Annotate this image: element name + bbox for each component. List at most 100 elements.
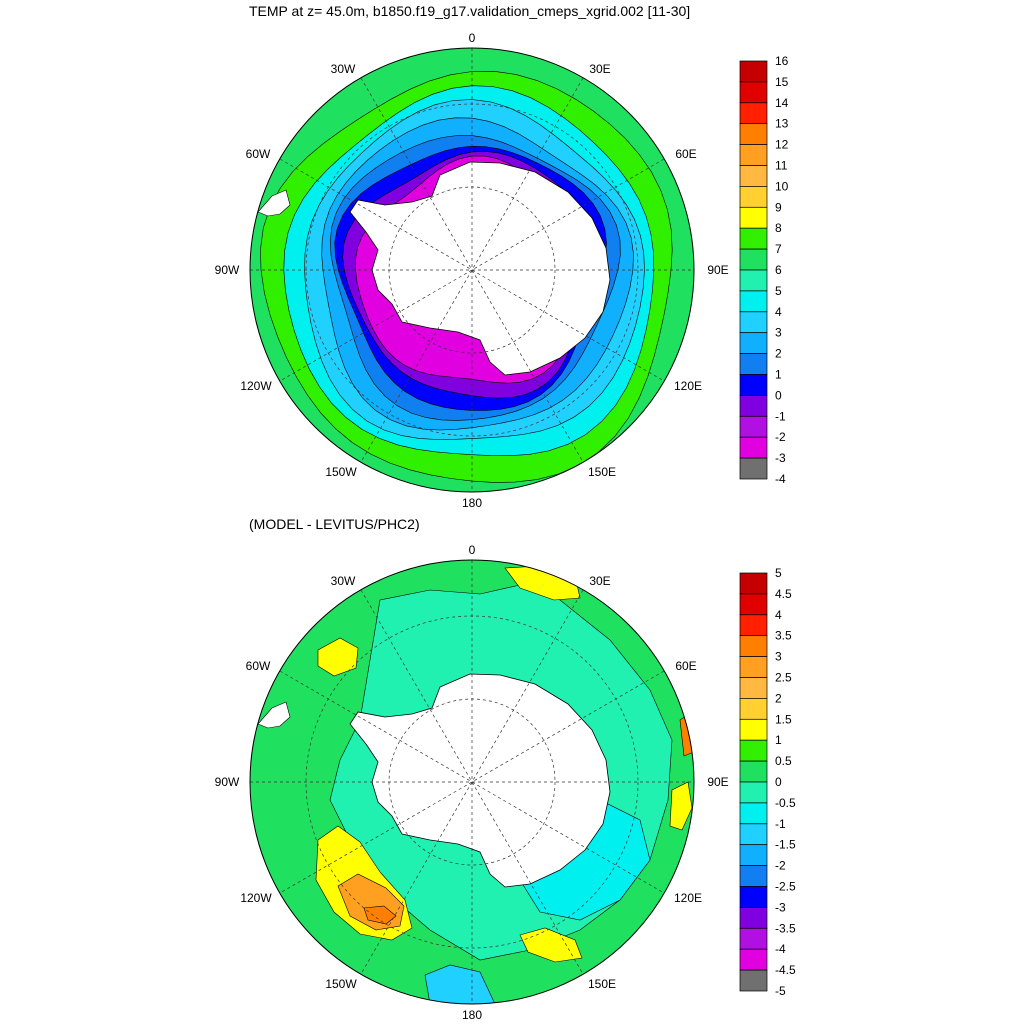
colorbar-tick-label: -4 <box>775 942 786 956</box>
colorbar-box <box>739 593 768 616</box>
colorbar-tick-label: 1 <box>775 368 782 382</box>
colorbar-box <box>739 144 768 166</box>
colorbar-tick-label: 2 <box>775 691 782 705</box>
colorbar-box <box>739 311 768 334</box>
lon-label-top-0: 0 <box>469 31 476 45</box>
colorbar-box <box>739 802 768 825</box>
lon-label-top-60w: 60W <box>246 147 271 161</box>
lon-label-bot-30e: 30E <box>589 574 610 588</box>
colorbar-box <box>739 290 768 313</box>
south-america-tip <box>257 189 291 217</box>
colorbar-tick-label: -4.5 <box>775 963 796 977</box>
lon-label-bot-150w: 150W <box>325 977 357 991</box>
lon-label-top-30e: 30E <box>589 62 610 76</box>
colorbar-box <box>739 227 768 250</box>
colorbar-box <box>739 123 768 145</box>
lon-label-top-120e: 120E <box>674 379 702 393</box>
south-america-tip-bottom <box>257 701 291 729</box>
warm-anomaly-indian <box>519 927 583 963</box>
lon-label-bot-150e: 150E <box>588 977 616 991</box>
colorbar-box <box>739 165 768 187</box>
colorbar-tick-label: -5 <box>775 984 786 998</box>
colorbar-box <box>739 718 768 741</box>
lon-label-top-90w: 90W <box>215 263 240 277</box>
colorbar-tick-label: 4.5 <box>775 587 792 601</box>
colorbar-tick-label: 3.5 <box>775 629 792 643</box>
colorbar-tick-label: -0.5 <box>775 796 796 810</box>
colorbar-difference: 5 4.5 4 3.5 3 2.5 2 1.5 1 0.5 0 -0.5 -1 -1.5 -2 -2.5 -3 -… <box>739 566 796 998</box>
colorbar-box <box>739 614 768 637</box>
lon-label-bot-120w: 120W <box>240 891 272 905</box>
colorbar-box <box>739 102 768 125</box>
colorbar-tick-label: 0 <box>775 388 782 402</box>
colorbar-box <box>739 415 768 438</box>
lon-label-bot-60w: 60W <box>246 659 271 673</box>
warm-anomaly-atlantic <box>317 637 359 677</box>
colorbar-box <box>739 186 768 208</box>
colorbar-box <box>739 823 768 846</box>
polar-map-temperature <box>249 47 695 493</box>
lon-label-top-150e: 150E <box>588 465 616 479</box>
difference-cold-patch <box>424 964 496 1004</box>
colorbar-tick-label: -1 <box>775 409 786 423</box>
colorbar-box <box>739 886 768 908</box>
colorbar-box <box>739 927 768 950</box>
colorbar-box <box>739 206 768 229</box>
colorbar-box <box>739 907 768 929</box>
lon-label-bot-120e: 120E <box>674 891 702 905</box>
colorbar-tick-label: 4 <box>775 608 782 622</box>
antarctica-landmass-bottom <box>349 673 611 888</box>
colorbar-tick-label: 12 <box>775 138 789 152</box>
colorbar-box <box>739 81 768 104</box>
colorbar-tick-label: 0 <box>775 775 782 789</box>
colorbar-tick-label: 14 <box>775 96 789 110</box>
colorbar-box <box>739 698 768 720</box>
colorbar-box <box>739 656 768 678</box>
lon-label-bot-30w: 30W <box>331 574 356 588</box>
colorbar-tick-label: -1.5 <box>775 838 796 852</box>
colorbar-tick-label: -3 <box>775 900 786 914</box>
colorbar-box <box>739 948 768 971</box>
colorbar-tick-label: 16 <box>775 54 789 68</box>
colorbar-tick-label: 13 <box>775 117 789 131</box>
colorbar-box <box>739 395 768 417</box>
colorbar-tick-label: 11 <box>775 159 788 173</box>
colorbar-tick-label: 6 <box>775 263 782 277</box>
colorbar-box <box>739 760 768 783</box>
colorbar-tick-label: -2 <box>775 430 786 444</box>
colorbar-tick-label: 10 <box>775 179 789 193</box>
lon-label-bot-90e: 90E <box>707 775 728 789</box>
polar-map-difference <box>249 559 695 1005</box>
colorbar-box <box>739 844 768 866</box>
lon-label-top-30w: 30W <box>331 62 356 76</box>
colorbar-box <box>739 269 768 292</box>
colorbar-tick-label: 0.5 <box>775 754 792 768</box>
colorbar-tick-label: 4 <box>775 305 782 319</box>
lon-label-bot-180: 180 <box>462 1008 482 1022</box>
colorbar-tick-label: 3 <box>775 650 782 664</box>
colorbar-tick-label: 2.5 <box>775 671 792 685</box>
colorbar-tick-label: 7 <box>775 242 782 256</box>
colorbar-tick-label: -4 <box>775 472 786 486</box>
colorbar-box <box>739 457 768 480</box>
colorbar-box <box>739 332 768 354</box>
colorbar-tick-label: 8 <box>775 221 782 235</box>
colorbar-tick-label: -1 <box>775 817 786 831</box>
lon-label-bot-90w: 90W <box>215 775 240 789</box>
lon-label-top-60e: 60E <box>675 147 696 161</box>
colorbar-tick-label: 2 <box>775 347 782 361</box>
colorbar-tick-label: 5 <box>775 566 782 580</box>
colorbar-tick-label: -2.5 <box>775 880 796 894</box>
colorbar-tick-label: 15 <box>775 75 789 89</box>
colorbar-box <box>739 353 768 375</box>
antarctica-landmass <box>349 161 611 376</box>
colorbar-box <box>739 436 768 459</box>
colorbar-box <box>739 572 768 595</box>
lon-label-top-180: 180 <box>462 496 482 510</box>
colorbar-box <box>739 865 768 887</box>
colorbar-tick-label: 3 <box>775 326 782 340</box>
colorbar-tick-label: 1.5 <box>775 712 792 726</box>
colorbar-box <box>739 739 768 762</box>
